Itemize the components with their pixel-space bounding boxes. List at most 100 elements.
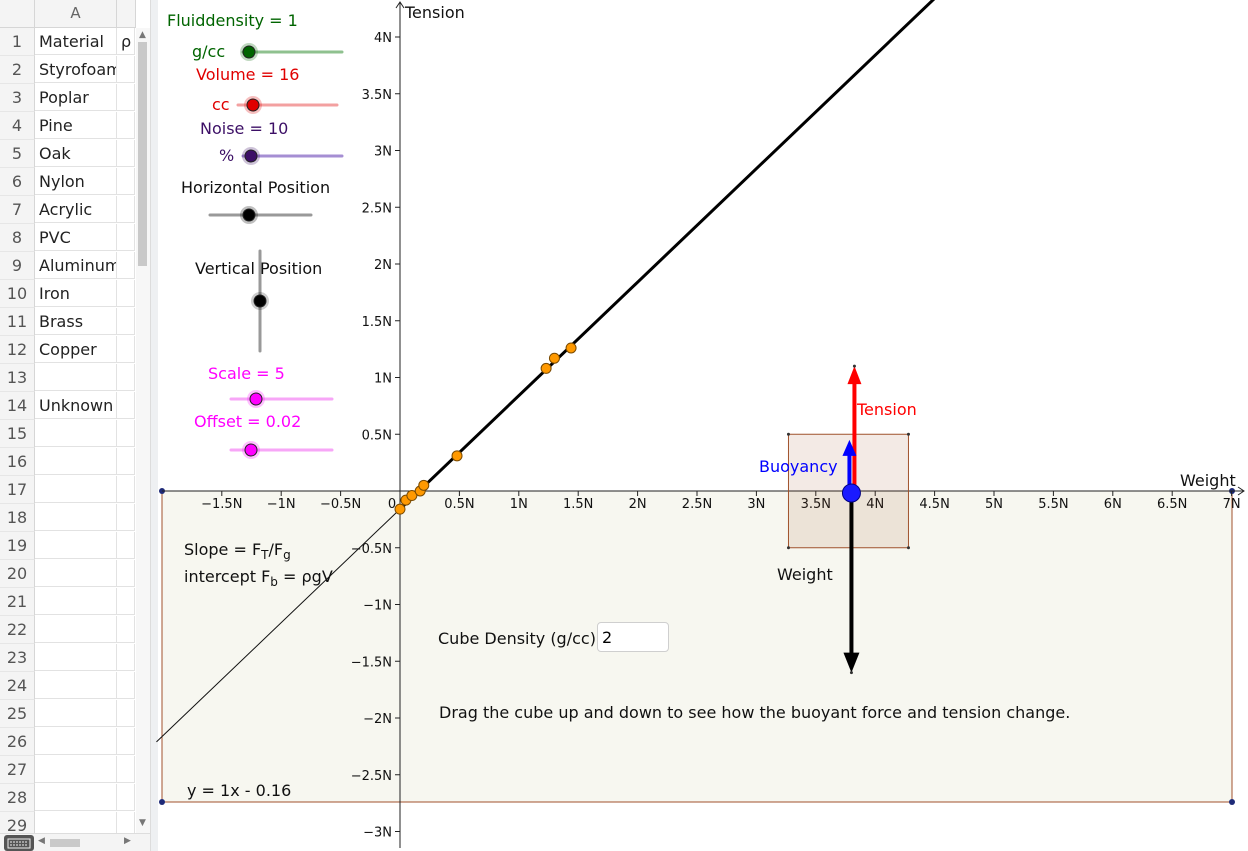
cell-b[interactable]: ρ <box>117 28 135 55</box>
vertical-position-slider-handle[interactable] <box>253 294 267 308</box>
row-number[interactable]: 23 <box>0 644 35 672</box>
row-number[interactable]: 3 <box>0 84 35 112</box>
cell-b[interactable] <box>117 336 135 363</box>
data-point[interactable] <box>406 490 418 502</box>
cell-a[interactable]: Material <box>35 28 117 55</box>
data-point[interactable] <box>451 450 463 462</box>
row-number[interactable]: 22 <box>0 616 35 644</box>
cell-a[interactable] <box>35 700 117 727</box>
cell-a[interactable]: Styrofoam <box>35 56 117 83</box>
cell-a[interactable]: Oak <box>35 140 117 167</box>
scroll-up-icon[interactable]: ▲ <box>139 30 146 40</box>
row-number[interactable]: 6 <box>0 168 35 196</box>
fluid-density-slider-handle[interactable] <box>242 45 256 59</box>
cell-a[interactable]: Copper <box>35 336 117 363</box>
row-number[interactable]: 9 <box>0 252 35 280</box>
cell-b[interactable] <box>117 56 135 83</box>
row-number[interactable]: 10 <box>0 280 35 308</box>
cell-b[interactable] <box>117 644 135 671</box>
cell-b[interactable] <box>117 448 135 475</box>
row-number[interactable]: 5 <box>0 140 35 168</box>
row-number[interactable]: 18 <box>0 504 35 532</box>
cell-b[interactable] <box>117 560 135 587</box>
cell-b[interactable] <box>117 728 135 755</box>
cell-b[interactable] <box>117 672 135 699</box>
cell-a[interactable]: Pine <box>35 112 117 139</box>
row-number[interactable]: 26 <box>0 728 35 756</box>
row-number[interactable]: 4 <box>0 112 35 140</box>
cell-a[interactable] <box>35 728 117 755</box>
cell-b[interactable] <box>117 224 135 251</box>
cell-b[interactable] <box>117 784 135 811</box>
row-number[interactable]: 19 <box>0 532 35 560</box>
scroll-right-icon[interactable]: ▶ <box>124 836 131 846</box>
fit-line[interactable] <box>398 0 936 511</box>
noise-slider-handle[interactable] <box>244 149 258 163</box>
data-point[interactable] <box>394 503 406 515</box>
cube-drag-handle[interactable] <box>841 483 861 503</box>
row-number[interactable]: 12 <box>0 336 35 364</box>
cell-b[interactable] <box>117 168 135 195</box>
horizontal-scroll-thumb[interactable] <box>50 839 80 847</box>
cell-b[interactable] <box>117 84 135 111</box>
horizontal-position-slider-handle[interactable] <box>242 208 256 222</box>
keyboard-icon[interactable] <box>4 835 34 851</box>
row-number[interactable]: 16 <box>0 448 35 476</box>
cell-b[interactable] <box>117 140 135 167</box>
cube-density-input[interactable] <box>597 622 669 652</box>
cell-b[interactable] <box>117 476 135 503</box>
cell-a[interactable] <box>35 420 117 447</box>
region-corner-point[interactable] <box>159 799 165 805</box>
region-corner-point[interactable] <box>1229 799 1235 805</box>
cell-a[interactable] <box>35 532 117 559</box>
cell-b[interactable] <box>117 252 135 279</box>
column-header-b[interactable] <box>117 0 136 28</box>
cell-b[interactable] <box>117 280 135 307</box>
panel-divider[interactable] <box>150 0 158 851</box>
cell-a[interactable] <box>35 784 117 811</box>
vertical-scrollbar[interactable]: ▲ ▼ <box>136 28 150 833</box>
cell-a[interactable] <box>35 756 117 783</box>
row-number[interactable]: 13 <box>0 364 35 392</box>
scale-slider-handle[interactable] <box>249 392 263 406</box>
cell-a[interactable]: Acrylic <box>35 196 117 223</box>
row-number[interactable]: 11 <box>0 308 35 336</box>
cell-b[interactable] <box>117 504 135 531</box>
cell-a[interactable]: Brass <box>35 308 117 335</box>
data-point[interactable] <box>418 479 430 491</box>
cell-b[interactable] <box>117 196 135 223</box>
cell-b[interactable] <box>117 112 135 139</box>
row-number[interactable]: 21 <box>0 588 35 616</box>
cell-b[interactable] <box>117 364 135 391</box>
cell-a[interactable] <box>35 364 117 391</box>
row-number[interactable]: 20 <box>0 560 35 588</box>
cell-a[interactable] <box>35 616 117 643</box>
scroll-left-icon[interactable]: ◀ <box>38 836 45 846</box>
cell-a[interactable]: Aluminum <box>35 252 117 279</box>
cell-b[interactable] <box>117 616 135 643</box>
cell-b[interactable] <box>117 420 135 447</box>
data-point[interactable] <box>548 352 560 364</box>
row-number[interactable]: 1 <box>0 28 35 56</box>
row-number[interactable]: 15 <box>0 420 35 448</box>
cell-a[interactable] <box>35 476 117 503</box>
cell-a[interactable]: Unknown <box>35 392 117 419</box>
cell-a[interactable] <box>35 504 117 531</box>
row-number[interactable]: 24 <box>0 672 35 700</box>
row-number[interactable]: 8 <box>0 224 35 252</box>
cell-b[interactable] <box>117 756 135 783</box>
row-number[interactable]: 2 <box>0 56 35 84</box>
cell-a[interactable] <box>35 672 117 699</box>
horizontal-scrollbar[interactable]: ◀ ▶ <box>0 833 150 851</box>
offset-slider-handle[interactable] <box>244 443 258 457</box>
volume-slider-handle[interactable] <box>246 98 260 112</box>
row-number[interactable]: 25 <box>0 700 35 728</box>
cell-b[interactable] <box>117 588 135 615</box>
cell-a[interactable] <box>35 644 117 671</box>
cell-b[interactable] <box>117 308 135 335</box>
cell-a[interactable]: Nylon <box>35 168 117 195</box>
column-header-a[interactable]: A <box>35 0 117 28</box>
vertical-scroll-thumb[interactable] <box>138 42 147 266</box>
row-number[interactable]: 28 <box>0 784 35 812</box>
cell-a[interactable]: Iron <box>35 280 117 307</box>
